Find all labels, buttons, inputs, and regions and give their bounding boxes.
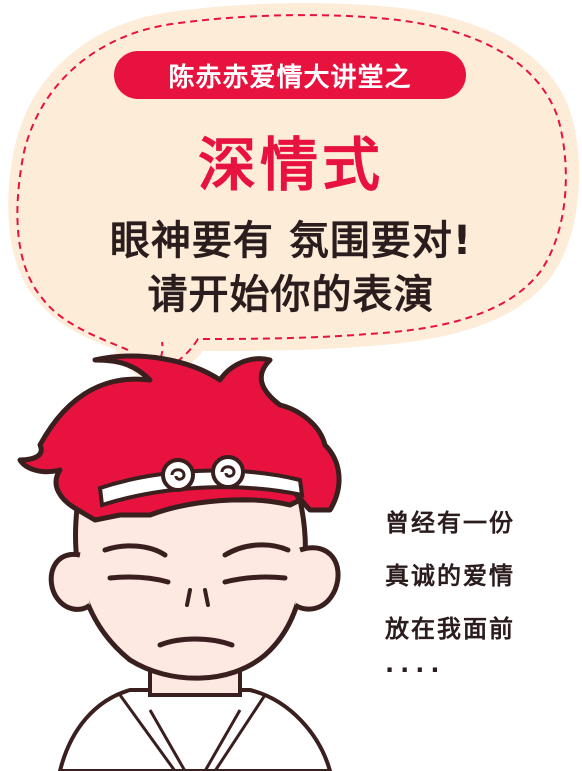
side-line-1: 曾经有一份: [385, 509, 515, 537]
side-line-2: 真诚的爱情: [385, 562, 515, 590]
badge-label: 陈赤赤爱情大讲堂之: [114, 51, 466, 99]
side-line-3: 放在我面前: [385, 615, 515, 643]
side-line-ellipsis: ····: [385, 656, 446, 684]
speech-bubble-icon: [8, 3, 580, 384]
subtitle-line-2: 请开始你的表演: [147, 272, 435, 318]
headline-title: 深情式: [197, 131, 384, 199]
monkey-king-character-icon: [17, 353, 342, 771]
subtitle-line-1: 眼神要有 氛围要对!: [109, 218, 473, 264]
